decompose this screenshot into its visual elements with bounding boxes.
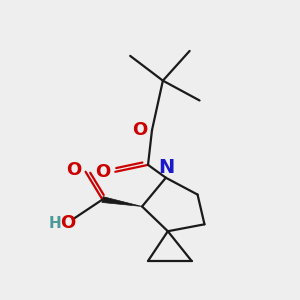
Text: O: O (95, 163, 110, 181)
Text: N: N (159, 158, 175, 177)
Text: H: H (49, 216, 61, 231)
Polygon shape (102, 196, 142, 206)
Text: O: O (133, 121, 148, 139)
Text: O: O (66, 161, 81, 179)
Text: O: O (60, 214, 75, 232)
